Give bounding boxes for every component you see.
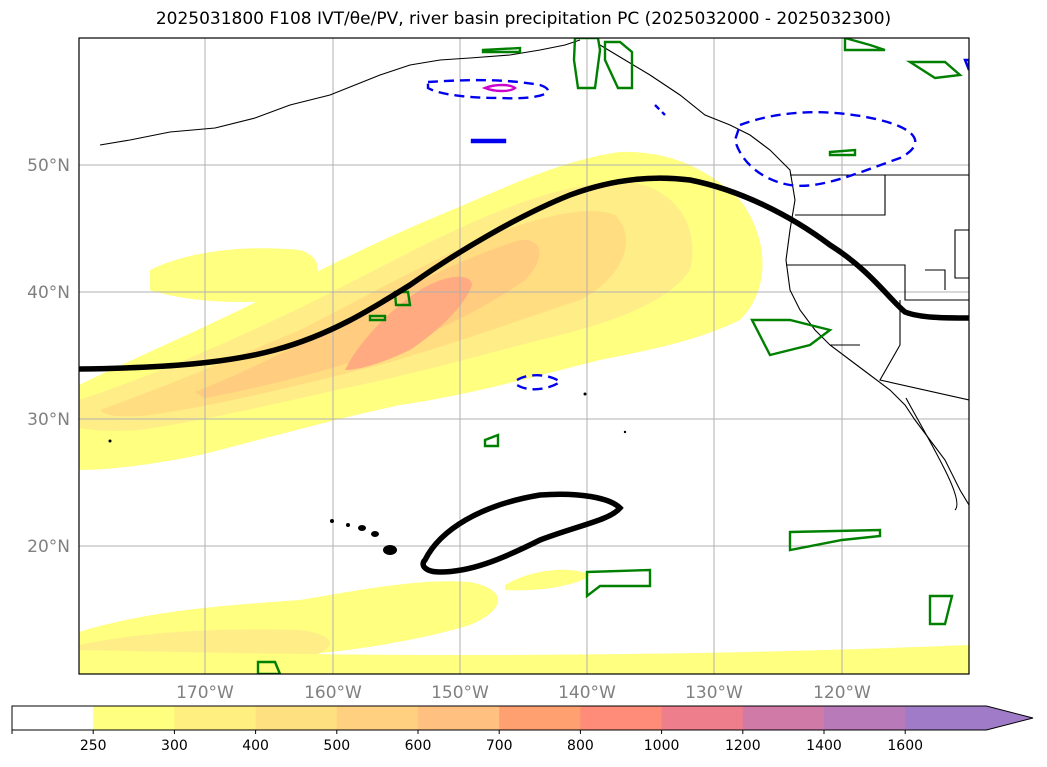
colorbar-segment — [93, 706, 175, 730]
lat-label-30n: 30°N — [27, 410, 70, 430]
colorbar-segment — [661, 706, 744, 730]
colorbar-segment — [174, 706, 257, 730]
lat-label-40n: 40°N — [27, 283, 70, 303]
colorbar-extension-arrow — [905, 706, 1033, 730]
lon-label-140w: 140°W — [558, 683, 616, 703]
magenta-contour — [481, 83, 517, 93]
colorbar-tick-label: 1000 — [644, 738, 680, 754]
colorbar-tick-label: 500 — [323, 738, 350, 754]
map-frame — [78, 37, 970, 675]
ivt-250-west — [150, 248, 318, 302]
colorbar-tick-label: 600 — [405, 738, 432, 754]
lon-label-120w: 120°W — [813, 683, 871, 703]
ivt-600-region — [345, 276, 472, 370]
colorbar-tick-label: 800 — [567, 738, 594, 754]
colorbar-tick-label: 300 — [161, 738, 188, 754]
map-title: 2025031800 F108 IVT/θe/PV, river basin p… — [155, 9, 892, 29]
colorbar-segment — [824, 706, 906, 730]
colorbar-segment — [580, 706, 663, 730]
theta-e-contours — [79, 175, 969, 575]
colorbar-tick-label: 1400 — [806, 738, 842, 754]
lon-axis: 170°W 160°W 150°W 140°W 130°W 120°W — [176, 683, 871, 703]
colorbar-segment — [255, 706, 338, 730]
hawaii-islands — [108, 392, 627, 555]
colorbar-segment — [418, 706, 500, 730]
lat-label-20n: 20°N — [27, 537, 70, 557]
colorbar-outline — [11, 705, 1034, 731]
lon-label-150w: 150°W — [431, 683, 489, 703]
colorbar-tick-label: 700 — [486, 738, 513, 754]
colorbar-tick-label: 250 — [80, 738, 107, 754]
lon-label-130w: 130°W — [685, 683, 743, 703]
pv-contours — [426, 58, 969, 391]
ivt-250-south-east — [505, 569, 590, 591]
lon-label-160w: 160°W — [304, 683, 362, 703]
colorbar-segment — [12, 706, 94, 730]
ivt-250-bottom — [79, 645, 969, 674]
colorbar-segment — [742, 706, 825, 730]
colorbar: 250 300 400 500 600 700 800 1000 1200 1400 1600 — [11, 705, 1034, 754]
lon-label-170w: 170°W — [176, 683, 234, 703]
colorbar-segment — [499, 706, 581, 730]
colorbar-tick-label: 400 — [242, 738, 269, 754]
colorbar-segment — [336, 706, 419, 730]
colorbar-tick-label: 1600 — [887, 738, 923, 754]
colorbar-tick-label: 1200 — [725, 738, 761, 754]
precip-contours — [256, 38, 963, 674]
lat-label-50n: 50°N — [27, 156, 70, 176]
lat-axis: 50°N 40°N 30°N 20°N — [27, 156, 70, 557]
coastlines — [99, 39, 969, 511]
